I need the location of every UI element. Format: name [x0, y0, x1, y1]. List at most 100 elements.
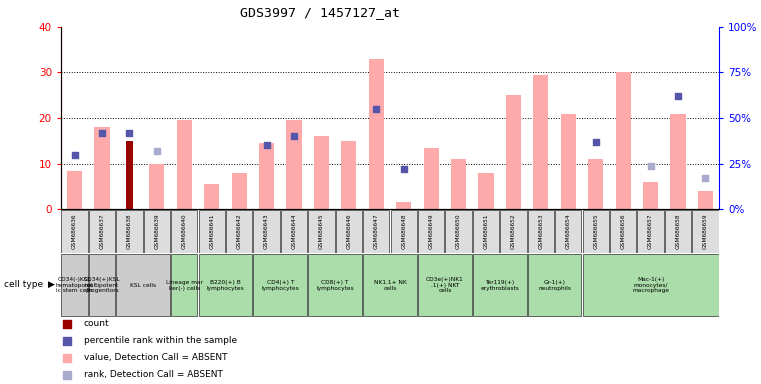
Text: GSM686636: GSM686636 [72, 214, 77, 249]
Bar [561, 114, 576, 209]
Bar [424, 148, 438, 209]
Text: GSM686647: GSM686647 [374, 214, 379, 249]
Point [288, 133, 300, 139]
FancyBboxPatch shape [390, 210, 417, 253]
Text: GDS3997 / 1457127_at: GDS3997 / 1457127_at [240, 6, 400, 19]
FancyBboxPatch shape [527, 210, 554, 253]
Bar [314, 136, 329, 209]
Text: GSM686657: GSM686657 [648, 214, 653, 249]
Text: GSM686649: GSM686649 [428, 214, 434, 249]
Text: GSM686639: GSM686639 [154, 214, 159, 249]
FancyBboxPatch shape [665, 210, 691, 253]
Bar [342, 141, 356, 209]
Bar [533, 75, 549, 209]
Bar [670, 114, 686, 209]
FancyBboxPatch shape [555, 210, 581, 253]
FancyBboxPatch shape [62, 210, 88, 253]
Text: Mac-1(+)
monocytes/
macrophage: Mac-1(+) monocytes/ macrophage [632, 277, 669, 293]
Text: KSL cells: KSL cells [130, 283, 156, 288]
FancyBboxPatch shape [116, 210, 142, 253]
Point [444, 111, 456, 117]
Point [645, 162, 657, 169]
FancyBboxPatch shape [199, 210, 225, 253]
FancyBboxPatch shape [171, 210, 197, 253]
Text: rank, Detection Call = ABSENT: rank, Detection Call = ABSENT [84, 370, 223, 379]
Text: GSM686659: GSM686659 [703, 214, 708, 249]
Point [96, 130, 108, 136]
Text: CD8(+) T
lymphocytes: CD8(+) T lymphocytes [317, 280, 354, 291]
Text: GSM686645: GSM686645 [319, 214, 324, 249]
FancyBboxPatch shape [144, 210, 170, 253]
FancyBboxPatch shape [253, 210, 280, 253]
Text: Ter119(+)
erythroblasts: Ter119(+) erythroblasts [480, 280, 519, 291]
FancyBboxPatch shape [308, 210, 335, 253]
FancyBboxPatch shape [418, 254, 472, 316]
FancyBboxPatch shape [473, 210, 499, 253]
FancyBboxPatch shape [336, 210, 362, 253]
Bar [177, 120, 192, 209]
Text: CD3e(+)NK1
.1(+) NKT
cells: CD3e(+)NK1 .1(+) NKT cells [426, 277, 463, 293]
Text: B220(+) B
lymphocytes: B220(+) B lymphocytes [206, 280, 244, 291]
Text: GSM686658: GSM686658 [676, 214, 680, 249]
FancyBboxPatch shape [610, 210, 636, 253]
Point [123, 130, 135, 136]
Bar [698, 191, 713, 209]
Point [590, 139, 602, 145]
FancyBboxPatch shape [527, 254, 581, 316]
Text: GSM686641: GSM686641 [209, 214, 215, 249]
Bar [451, 159, 466, 209]
FancyBboxPatch shape [116, 254, 170, 316]
Bar [204, 184, 219, 209]
Point [370, 106, 382, 112]
Point [260, 142, 272, 149]
Text: GSM686637: GSM686637 [100, 214, 104, 249]
Text: CD34(-)KSL
hematopoiet
ic stem cells: CD34(-)KSL hematopoiet ic stem cells [56, 277, 94, 293]
Bar [149, 164, 164, 209]
Text: GSM686652: GSM686652 [511, 214, 516, 249]
FancyBboxPatch shape [583, 210, 609, 253]
FancyBboxPatch shape [363, 210, 390, 253]
FancyBboxPatch shape [583, 254, 718, 316]
Text: GSM686654: GSM686654 [565, 214, 571, 249]
Text: CD4(+) T
lymphocytes: CD4(+) T lymphocytes [262, 280, 299, 291]
Bar [231, 173, 247, 209]
Point [699, 175, 712, 181]
Bar [588, 159, 603, 209]
Bar [94, 127, 110, 209]
FancyBboxPatch shape [281, 210, 307, 253]
Bar [396, 202, 411, 209]
FancyBboxPatch shape [418, 210, 444, 253]
FancyBboxPatch shape [638, 210, 664, 253]
Text: ▶: ▶ [48, 280, 55, 289]
Text: GSM686650: GSM686650 [456, 214, 461, 249]
FancyBboxPatch shape [363, 254, 417, 316]
Text: GSM686655: GSM686655 [594, 214, 598, 249]
FancyBboxPatch shape [693, 210, 718, 253]
FancyBboxPatch shape [445, 210, 472, 253]
FancyBboxPatch shape [308, 254, 362, 316]
Text: GSM686656: GSM686656 [621, 214, 626, 249]
Point [672, 93, 684, 99]
Text: GSM686651: GSM686651 [483, 214, 489, 249]
Text: Gr-1(+)
neutrophils: Gr-1(+) neutrophils [538, 280, 571, 291]
FancyBboxPatch shape [62, 254, 88, 316]
FancyBboxPatch shape [199, 254, 253, 316]
Text: GSM686648: GSM686648 [401, 214, 406, 249]
FancyBboxPatch shape [226, 210, 253, 253]
Text: cell type: cell type [4, 280, 43, 289]
Text: count: count [84, 319, 110, 328]
FancyBboxPatch shape [89, 254, 115, 316]
Text: GSM686640: GSM686640 [182, 214, 186, 249]
Text: value, Detection Call = ABSENT: value, Detection Call = ABSENT [84, 353, 228, 362]
Bar [259, 143, 274, 209]
FancyBboxPatch shape [171, 254, 197, 316]
Text: GSM686643: GSM686643 [264, 214, 269, 249]
Point [68, 152, 81, 158]
Bar [616, 73, 631, 209]
Bar [369, 59, 384, 209]
Text: Lineage mar
ker(-) cells: Lineage mar ker(-) cells [166, 280, 202, 291]
Bar [506, 95, 521, 209]
Bar [479, 173, 494, 209]
Text: GSM686638: GSM686638 [127, 214, 132, 249]
FancyBboxPatch shape [473, 254, 527, 316]
